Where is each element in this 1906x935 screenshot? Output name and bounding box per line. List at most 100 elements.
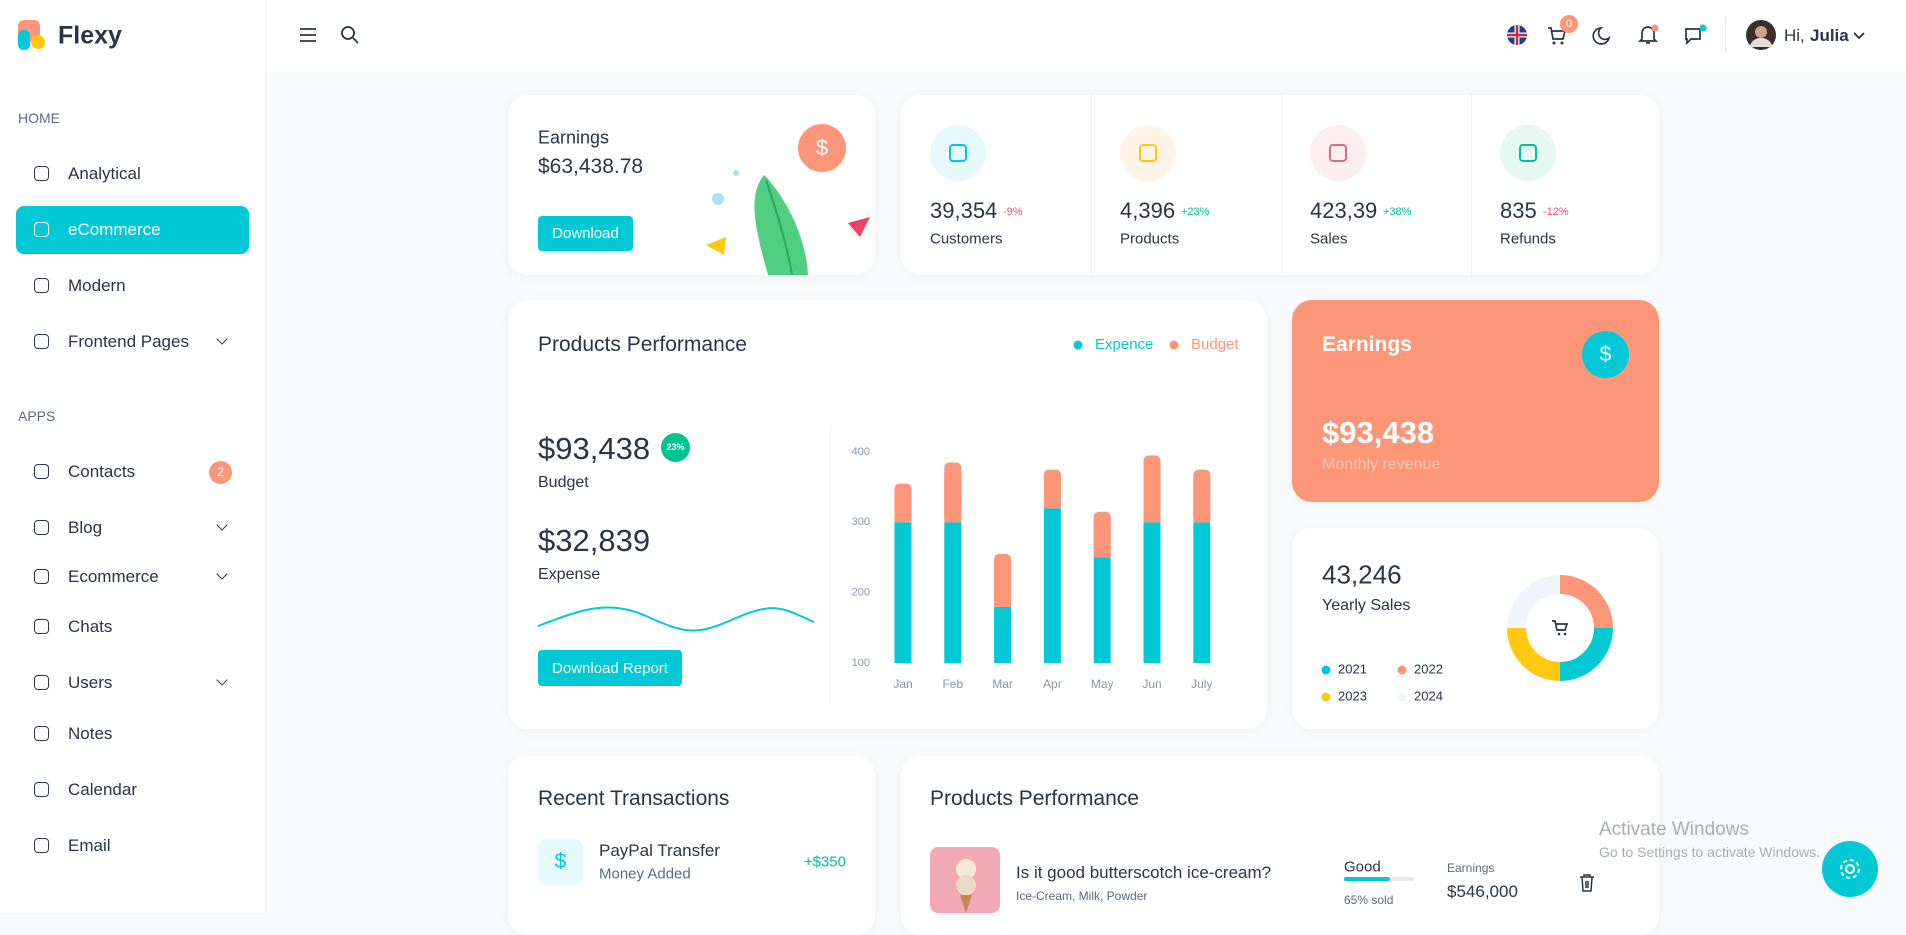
stat-icon — [1500, 125, 1556, 181]
stat-label: Sales — [1310, 230, 1348, 248]
settings-button[interactable] — [1822, 841, 1878, 897]
expense-label: Expense — [538, 566, 601, 583]
bell-icon[interactable] — [1637, 24, 1659, 46]
nav-item[interactable]: Blog — [68, 518, 103, 537]
product-image — [930, 847, 1000, 913]
stat-value: 4,396 — [1120, 198, 1176, 223]
watermark-subtitle: Go to Settings to activate Windows. — [1599, 844, 1820, 860]
sparkline — [537, 606, 815, 632]
yearly-label: Yearly Sales — [1322, 597, 1411, 614]
revenue-icon: $ — [1582, 331, 1629, 378]
nav-icon — [34, 619, 49, 634]
avatar[interactable] — [1746, 20, 1776, 50]
nav-item[interactable]: Chats — [68, 617, 113, 636]
cart-badge: 0 — [1560, 15, 1578, 33]
earnings-icon: $ — [798, 124, 846, 172]
performance-title: Products Performance — [538, 333, 747, 356]
stat-change: -12% — [1543, 206, 1569, 218]
transaction-subtitle: Money Added — [599, 865, 691, 883]
theme-icon[interactable] — [1592, 25, 1614, 47]
menu-icon[interactable] — [298, 26, 318, 44]
stat-icon — [930, 125, 986, 181]
stats-card — [901, 95, 1659, 275]
stat-icon-glyph — [1329, 144, 1347, 162]
delete-icon[interactable] — [1578, 873, 1596, 893]
nav-icon — [34, 569, 49, 584]
nav-item[interactable]: Users — [68, 673, 113, 692]
product-name: Is it good butterscotch ice-cream? — [1016, 863, 1272, 882]
nav-item[interactable]: Analytical — [68, 164, 141, 183]
nav-item[interactable]: Modern — [68, 276, 126, 295]
stat-value: 835 — [1500, 198, 1537, 223]
watermark-title: Activate Windows — [1599, 819, 1749, 840]
stat-icon-glyph — [1139, 144, 1157, 162]
budget-amount: $93,438 — [538, 431, 651, 466]
flag-icon[interactable] — [1506, 24, 1528, 46]
download-button[interactable]: Download — [538, 216, 633, 251]
stat-change: +23% — [1181, 206, 1210, 218]
revenue-amount: $93,438 — [1322, 415, 1435, 450]
expense-amount: $32,839 — [538, 523, 651, 558]
yearly-value: 43,246 — [1322, 559, 1402, 590]
nav-item[interactable]: Email — [68, 836, 111, 855]
nav-item[interactable]: Frontend Pages — [68, 332, 189, 351]
nav-item[interactable]: Notes — [68, 724, 113, 743]
active-item[interactable] — [16, 206, 249, 254]
chat-icon[interactable] — [1683, 24, 1707, 46]
growth-badge: 23% — [661, 433, 690, 462]
stat-value: 423,39 — [1310, 198, 1378, 223]
greeting: Hi, — [1784, 26, 1805, 45]
decoration — [706, 170, 870, 275]
nav-icon — [34, 520, 49, 535]
download-report-button[interactable]: Download Report — [538, 650, 682, 686]
product-sold: 65% sold — [1344, 893, 1394, 907]
transactions-title: Recent Transactions — [538, 787, 730, 810]
stat-icon — [1120, 125, 1176, 181]
nav-item[interactable]: Ecommerce — [68, 567, 159, 586]
progress-fill — [1344, 877, 1390, 881]
progress-track — [1344, 877, 1414, 881]
yearly-card — [1292, 528, 1659, 729]
revenue-title: Earnings — [1322, 333, 1412, 356]
product-status: Good — [1344, 858, 1381, 876]
stat-change: -9% — [1003, 206, 1023, 218]
budget-label: Budget — [538, 474, 589, 491]
nav-icon — [34, 726, 49, 741]
stat-value: 39,354 — [930, 198, 998, 223]
earnings-amount: $63,438.78 — [538, 155, 644, 178]
nav-icon — [34, 222, 49, 237]
sidebar — [0, 0, 266, 913]
brand: Flexy — [58, 21, 122, 50]
stat-label: Refunds — [1500, 230, 1556, 248]
earnings-title: Earnings — [538, 127, 610, 148]
product-tags: Ice-Cream, Milk, Powder — [1016, 889, 1148, 903]
product-earnings: $546,000 — [1447, 882, 1518, 901]
nav-item[interactable]: eCommerce — [68, 220, 161, 239]
nav-icon — [34, 278, 49, 293]
revenue-subtitle: Monthly revenue — [1322, 456, 1441, 473]
logo — [18, 20, 45, 50]
nav-item[interactable]: Contacts — [68, 462, 136, 481]
chart-divider — [830, 426, 831, 704]
nav-icon — [34, 464, 49, 479]
user-chevron[interactable] — [1852, 29, 1866, 43]
product-card — [901, 755, 1659, 935]
user-name[interactable]: Julia — [1810, 26, 1849, 45]
search-icon[interactable] — [340, 25, 360, 45]
nav-item[interactable]: Calendar — [68, 780, 137, 799]
stat-icon-glyph — [949, 144, 967, 162]
stat-label: Customers — [930, 230, 1003, 248]
nav-icon — [34, 334, 49, 349]
transaction-amount: +$350 — [803, 853, 846, 871]
stat-divider — [1471, 95, 1472, 275]
nav-icon — [34, 675, 49, 690]
stat-icon-glyph — [1519, 144, 1537, 162]
page: {"brand":"Flexy", "sidebar":{"sections":… — [0, 0, 1878, 913]
stat-icon — [1310, 125, 1366, 181]
stat-label: Products — [1120, 230, 1180, 248]
transaction-icon: $ — [538, 839, 583, 885]
section-title: APPS — [18, 408, 56, 424]
earnings-label: Earnings — [1447, 861, 1495, 875]
transaction-title: PayPal Transfer — [599, 841, 720, 860]
nav-icon — [34, 166, 49, 181]
